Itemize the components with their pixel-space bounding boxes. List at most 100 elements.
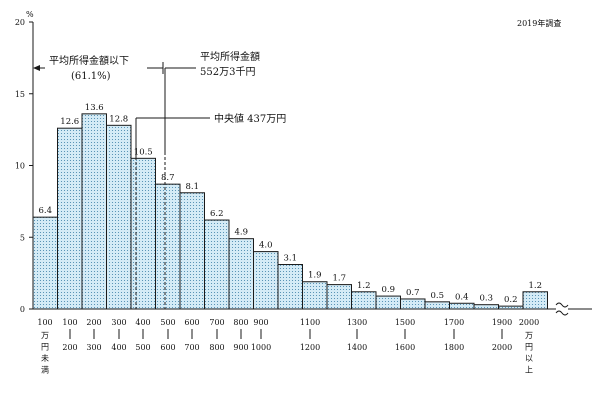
y-tick-label: 20 [15,18,25,27]
below-average-arrowhead [33,65,40,71]
bar [228,238,254,310]
svg-text:700: 700 [184,343,199,352]
average-value: 552万3千円 [200,66,255,78]
value-label: 1.9 [308,271,322,281]
bar [277,264,303,310]
bar [57,127,83,310]
x-tick-label: 1500 1600 [395,318,415,352]
x-tick-label: 600 700 [184,318,199,352]
svg-text:上: 上 [525,366,533,375]
value-label: 8.1 [185,182,199,192]
below-average-label-bg [45,56,147,84]
svg-text:600: 600 [160,343,175,352]
svg-text:300: 300 [111,318,126,327]
svg-text:800: 800 [233,318,248,327]
svg-text:2000: 2000 [519,318,539,327]
svg-text:400: 400 [111,343,126,352]
svg-text:700: 700 [209,318,224,327]
svg-text:100: 100 [37,318,52,327]
x-tick-label: 800 900 [233,318,248,352]
bar [326,284,352,310]
y-tick-label: 15 [15,90,25,99]
below-average-title: 平均所得金額以下 [49,54,129,67]
svg-text:300: 300 [86,343,101,352]
bars-group [32,113,548,310]
svg-text:800: 800 [209,343,224,352]
x-tick-label: 1900 2000 [492,318,512,352]
svg-text:円: 円 [41,343,49,352]
x-tick-label: 300 400 [111,318,126,352]
bar [302,281,328,310]
x-tick-label: 100 200 [62,318,77,352]
x-tick-labels-group: 100万円未満100200200300300400400500500600600… [37,318,539,375]
bar [424,301,450,310]
axes-group: 0 5 10 15 20 [15,18,592,316]
bar [375,295,401,310]
svg-text:以: 以 [525,354,533,363]
svg-text:1200: 1200 [300,343,320,352]
value-label: 4.9 [234,228,248,238]
axis-break-mark [555,302,569,316]
value-label: 1.7 [332,274,346,284]
svg-text:900: 900 [253,318,268,327]
value-label: 0.7 [406,288,420,298]
value-label: 6.2 [210,209,224,219]
svg-text:1900: 1900 [492,318,512,327]
below-average-value: (61.1%) [71,71,111,82]
average-title: 平均所得金額 [200,50,260,63]
x-tick-label: 1700 1800 [444,318,464,352]
svg-text:1500: 1500 [395,318,415,327]
svg-text:1400: 1400 [347,343,367,352]
svg-text:1600: 1600 [395,343,415,352]
y-tick-label: 5 [20,233,25,242]
svg-text:万: 万 [525,331,533,340]
bar [106,124,132,310]
annotations-group: % 2019年調査 平均所得金額以下 (61.1%) 平均所得金額 552万3千… [26,10,561,309]
unit-label: % [26,10,34,19]
svg-text:400: 400 [135,318,150,327]
value-label: 10.5 [134,147,153,157]
bar [351,291,377,310]
svg-text:100: 100 [62,318,77,327]
svg-text:1700: 1700 [444,318,464,327]
bar [522,291,548,310]
y-tick-label: 0 [20,305,25,314]
bar [81,113,107,310]
svg-text:900: 900 [233,343,248,352]
svg-text:600: 600 [184,318,199,327]
value-label: 0.9 [381,285,395,295]
value-labels-group: 6.4 12.6 13.6 12.8 10.5 8.7 8.1 6.2 4.9 4.0 3.1 1.9… [38,103,542,305]
x-tick-label: 200 300 [86,318,101,352]
x-tick-label: 1300 1400 [347,318,367,352]
x-tick-label: 500 600 [160,318,175,352]
svg-text:1800: 1800 [444,343,464,352]
value-label: 13.6 [85,103,104,113]
value-label: 0.4 [455,292,469,302]
value-label: 6.4 [38,206,52,216]
bar [400,298,426,310]
value-label: 8.7 [161,173,175,183]
value-label: 0.2 [504,295,518,305]
median-label: 中央値 437万円 [214,112,286,125]
bar [449,302,475,310]
survey-note: 2019年調査 [517,18,561,28]
value-label: 12.8 [109,114,128,124]
svg-text:2000: 2000 [492,343,512,352]
value-label: 1.2 [357,281,371,291]
svg-text:円: 円 [525,343,533,352]
value-label: 0.5 [430,291,444,301]
x-tick-label: 400 500 [135,318,150,352]
y-tick-label: 10 [15,162,25,171]
svg-text:200: 200 [86,318,101,327]
svg-text:満: 満 [41,366,49,375]
x-tick-label: 700 800 [209,318,224,352]
svg-text:万: 万 [41,331,49,340]
svg-text:500: 500 [160,318,175,327]
svg-text:500: 500 [135,343,150,352]
value-label: 4.0 [259,241,273,251]
bar [253,251,279,310]
x-tick-label: 1100 1200 [300,318,320,352]
